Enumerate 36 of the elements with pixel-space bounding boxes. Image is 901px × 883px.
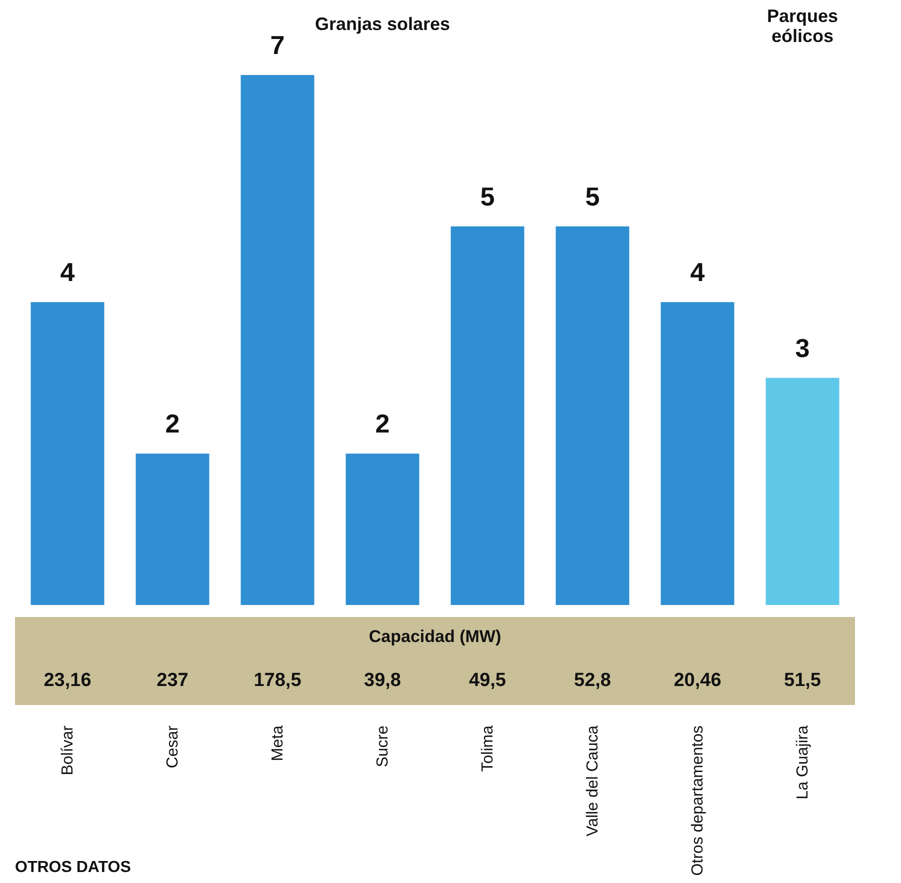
- text: 39,8: [364, 670, 401, 691]
- data-label: 2: [165, 408, 180, 439]
- x-tick-label: La Guajira: [794, 725, 812, 800]
- text: 51,5: [784, 670, 822, 691]
- text: 20,46: [674, 670, 722, 691]
- data-label: 5: [585, 181, 600, 212]
- data-label: 7: [270, 30, 285, 60]
- text: 23,16: [44, 670, 92, 691]
- text: Parques eólicos: [766, 6, 838, 46]
- bar: [660, 302, 734, 605]
- text: Granjas solares: [314, 14, 450, 34]
- x-tick-label: Bolívar: [60, 724, 76, 776]
- x-tick-label: Tolima: [480, 725, 496, 772]
- bar: [30, 302, 104, 605]
- text: 49,5: [469, 670, 506, 691]
- text: Capacidad (MW): [368, 627, 502, 646]
- bar: [136, 454, 210, 605]
- data-label: 4: [690, 257, 706, 288]
- x-tick-label: Valle del Cauca: [584, 725, 602, 836]
- x-tick-label: Meta: [270, 725, 286, 762]
- text: 237: [156, 670, 188, 691]
- bar: [766, 378, 840, 605]
- x-tick-label: Otros departamentos: [690, 726, 706, 876]
- data-label: 2: [375, 408, 390, 439]
- text: 178,5: [254, 670, 302, 691]
- text: 52,8: [574, 670, 611, 691]
- bar: [240, 75, 314, 605]
- text: OTROS DATOS: [15, 859, 132, 876]
- bar: [450, 226, 524, 605]
- x-tick-label: Cesar: [164, 724, 182, 768]
- x-tick-label: Sucre: [374, 725, 392, 768]
- data-label: 4: [60, 257, 76, 288]
- data-label: 3: [795, 332, 810, 363]
- bar: [346, 454, 420, 605]
- bar: [556, 226, 630, 605]
- data-label: 5: [480, 181, 495, 212]
